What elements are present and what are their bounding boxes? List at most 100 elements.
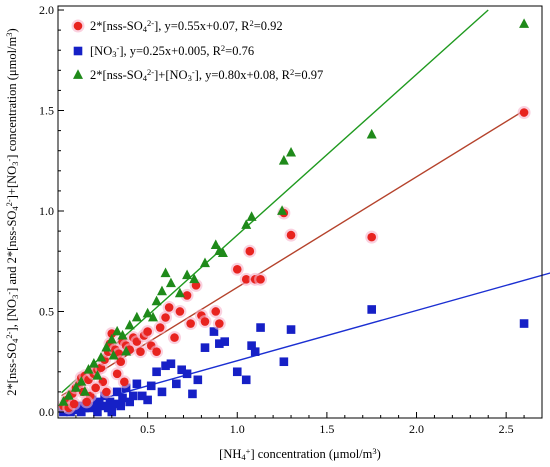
- sulfate-point: [152, 347, 161, 356]
- nitrate-point: [137, 391, 147, 401]
- sulfate-point: [116, 357, 126, 367]
- sulfate-point: [215, 319, 224, 328]
- sulfate-point: [367, 232, 377, 242]
- label-part: +: [246, 446, 251, 456]
- axis-ticks: 0.5 1.0 1.5 2.0 2.5 0.0 0.5 1.0 1.5 2.0: [39, 3, 525, 436]
- label-part: ], y=0.80x+0.08, R: [195, 68, 291, 82]
- combined-point: [108, 349, 119, 360]
- label-part: -: [4, 159, 14, 162]
- nitrate-point: [112, 387, 122, 397]
- sulfate-point: [112, 369, 122, 379]
- nitrate-point: [250, 347, 260, 356]
- nitrate-point: [125, 397, 135, 407]
- sulfate-point: [241, 275, 251, 284]
- combined-point: [156, 285, 167, 296]
- sulfate-point: [120, 377, 129, 387]
- nitrate-point: [367, 305, 377, 314]
- label-part: 2-: [147, 67, 154, 77]
- combined-point: [366, 128, 377, 139]
- combined-point: [70, 382, 81, 392]
- label-part: [NH: [219, 447, 241, 461]
- x-tick-label: 2.0: [409, 422, 424, 436]
- combined-point: [182, 269, 193, 280]
- combined-point: [277, 205, 288, 215]
- combined-point: [124, 319, 135, 330]
- sulfate-point: [175, 307, 185, 316]
- combined-point: [76, 376, 87, 386]
- sulfate-point: [102, 387, 111, 397]
- x-tick-label: 1.5: [319, 422, 334, 436]
- combined-point: [117, 329, 128, 340]
- label-part: 4: [143, 73, 148, 83]
- label-part: 3: [10, 162, 20, 166]
- nitrate-point: [188, 389, 197, 399]
- label-part: 2*[nss-SO: [90, 68, 143, 82]
- label-part: 4: [10, 338, 20, 343]
- nitrate-point: [111, 399, 120, 409]
- label-part: 3: [4, 32, 14, 36]
- nitrate-point: [161, 361, 170, 371]
- label-part: ]+[NO: [5, 166, 19, 199]
- sulfate-point: [200, 317, 210, 326]
- combined-point: [151, 295, 162, 306]
- combined-legend-marker: [73, 69, 83, 79]
- nitrate-point: [209, 327, 219, 336]
- nitrate-point: [118, 393, 127, 403]
- x-tick-label: 2.5: [499, 422, 514, 436]
- sulfate-point: [164, 303, 174, 312]
- y-tick-label: 0.0: [39, 405, 54, 419]
- y-tick-label: 2.0: [39, 3, 54, 17]
- label-part: 3: [372, 446, 376, 456]
- sulfate-point: [232, 264, 242, 274]
- nitrate-point: [105, 397, 115, 407]
- label-part: ] concentration (μmol/m: [5, 36, 19, 158]
- nitrate-point: [116, 401, 126, 411]
- combined-point: [148, 311, 159, 322]
- combined-point: [278, 154, 289, 165]
- label-part: ] concentration (μmol/m: [250, 447, 372, 461]
- nitrate-point: [166, 359, 176, 369]
- nitrate-point: [241, 375, 251, 385]
- nitrate-point: [128, 391, 138, 401]
- label-part: 4: [241, 452, 246, 462]
- combined-point: [217, 247, 228, 258]
- combined-point: [88, 357, 99, 368]
- nitrate-point: [200, 343, 210, 352]
- sulfate-point: [211, 307, 221, 316]
- y-axis-label: 2*[nss-SO42-], [NO3-] and 2*[nss-SO42-]+…: [4, 28, 20, 395]
- nitrate-point: [220, 337, 230, 346]
- combined-point: [92, 370, 103, 380]
- x-axis-label: [NH4+] concentration (μmol/m3): [219, 446, 381, 462]
- nitrate-point: [177, 365, 186, 375]
- combined-point: [189, 273, 200, 284]
- nitrate-point: [146, 381, 156, 391]
- label-part: ], y=0.55x+0.07, R: [154, 19, 250, 33]
- label-part: =0.97: [294, 68, 323, 82]
- combined-point: [121, 345, 132, 356]
- nitrate-point: [193, 375, 203, 385]
- sulfate-point: [155, 323, 165, 332]
- sulfate-point: [82, 397, 91, 407]
- label-part: 2*[nss-SO: [5, 343, 19, 396]
- label-part: 2: [221, 43, 225, 53]
- sulfate-point: [519, 108, 529, 117]
- label-part: =0.76: [225, 44, 254, 58]
- nitrate-point: [286, 325, 296, 334]
- y-tick-label: 0.5: [39, 304, 54, 318]
- combined-point: [246, 211, 257, 221]
- combined-point: [142, 307, 153, 318]
- label-part: -: [192, 67, 195, 77]
- label-part: 2: [250, 18, 254, 28]
- label-part: ] and 2*[nss-SO: [5, 211, 19, 292]
- combined-point: [106, 333, 117, 344]
- nitrate-legend-marker: [73, 46, 83, 56]
- label-part: 2-: [4, 199, 14, 206]
- nitrate-point: [85, 403, 95, 413]
- label-part: [NO: [90, 44, 112, 58]
- sulfate-point: [191, 281, 201, 290]
- nitrate-point: [93, 407, 102, 417]
- combined-point: [58, 396, 69, 406]
- sulfate-point: [245, 246, 255, 256]
- combined-point: [174, 287, 185, 298]
- label-part: 2-: [4, 331, 14, 338]
